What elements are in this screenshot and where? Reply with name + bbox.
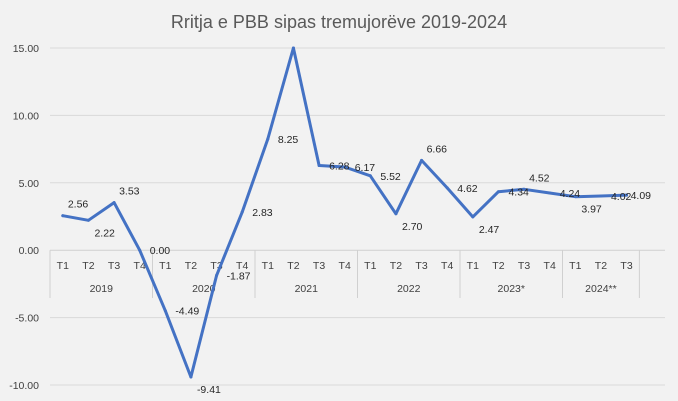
series-layer	[61, 46, 629, 379]
x-tick-label: T3	[313, 260, 325, 272]
data-point	[420, 158, 424, 162]
data-label: 4.34	[508, 187, 529, 199]
x-group-label: 2024**	[585, 283, 617, 295]
data-point	[163, 309, 167, 313]
x-tick-label: T3	[108, 260, 120, 272]
data-label: 6.66	[427, 143, 448, 155]
data-point	[215, 273, 219, 277]
data-label: 3.97	[581, 204, 602, 216]
x-tick-label: T4	[134, 260, 146, 272]
x-tick-label: T1	[262, 260, 274, 272]
data-label: -1.87	[227, 270, 251, 282]
data-label: 2.47	[479, 224, 500, 236]
data-label: 6.17	[355, 162, 376, 174]
y-tick-label: -10.00	[9, 380, 39, 392]
x-group-label: 2021	[295, 283, 319, 295]
data-point	[625, 193, 629, 197]
x-tick-label: T4	[441, 260, 453, 272]
x-tick-label: T4	[339, 260, 351, 272]
data-labels: 2.56 2.22 3.53 0.00 -4.49 -9.41 -1.87 2.83 8.25 6…	[68, 134, 651, 396]
data-point	[368, 174, 372, 178]
data-point	[138, 248, 142, 252]
x-tick-label: T3	[415, 260, 427, 272]
x-group-label: 2020	[192, 283, 216, 295]
x-tick-label: T1	[467, 260, 479, 272]
data-point	[240, 210, 244, 214]
x-tick-label: T1	[364, 260, 376, 272]
data-label: 0.00	[150, 245, 171, 257]
data-label: 5.52	[380, 171, 401, 183]
y-tick-label: 5.00	[19, 178, 40, 190]
data-label: 4.09	[631, 190, 652, 202]
x-tick-label: T1	[569, 260, 581, 272]
data-point	[112, 201, 116, 205]
x-tick-label: T2	[390, 260, 402, 272]
data-label: 4.52	[529, 172, 550, 184]
data-point	[291, 46, 295, 50]
x-tick-label: T2	[595, 260, 607, 272]
grid-layer: 15.00 10.00 5.00 0.00 -5.00 -10.00	[9, 43, 665, 392]
data-label: 4.24	[560, 188, 581, 200]
data-label: 3.53	[119, 186, 140, 198]
x-tick-label: T4	[544, 260, 556, 272]
x-group-label: 2023*	[498, 283, 525, 295]
data-point	[317, 164, 321, 168]
data-label: -4.49	[175, 306, 199, 318]
x-tick-label: T2	[185, 260, 197, 272]
data-point	[189, 375, 193, 379]
data-label: 4.62	[457, 183, 478, 195]
data-point	[394, 212, 398, 216]
x-tick-label: T2	[492, 260, 504, 272]
data-label: 2.56	[68, 199, 89, 211]
data-point	[522, 187, 526, 191]
data-point	[599, 194, 603, 198]
x-tick-label: T4	[236, 260, 248, 272]
data-point	[86, 218, 90, 222]
y-tick-label: 10.00	[13, 110, 39, 122]
x-group-label: 2022	[397, 283, 421, 295]
data-point	[266, 137, 270, 141]
data-label: 2.22	[94, 227, 115, 239]
chart-title: Rritja e PBB sipas tremujorëve 2019-2024	[171, 12, 507, 32]
data-point	[343, 165, 347, 169]
x-tick-label: T3	[518, 260, 530, 272]
data-label: 6.28	[329, 161, 350, 173]
data-point	[573, 195, 577, 199]
data-label: 8.25	[278, 134, 299, 146]
data-point	[61, 214, 65, 218]
y-tick-label: 15.00	[13, 43, 39, 55]
y-tick-label: -5.00	[15, 313, 39, 325]
data-point	[471, 215, 475, 219]
data-label: 2.83	[252, 207, 273, 219]
x-axis: T1 T2 T3 T4 2019 T1 T2 T3 T4 2020 T1 T2 T3 T4 2021 T1 T2…	[49, 250, 640, 298]
data-label: -9.41	[197, 384, 221, 396]
data-point	[548, 191, 552, 195]
data-point	[496, 190, 500, 194]
x-group-label: 2019	[90, 283, 114, 295]
y-tick-label: 0.00	[19, 245, 40, 257]
x-tick-label: T1	[57, 260, 69, 272]
data-label: 4.02	[611, 191, 632, 203]
x-tick-label: T2	[82, 260, 94, 272]
data-point	[445, 186, 449, 190]
x-tick-label: T3	[620, 260, 632, 272]
data-label: 2.70	[402, 221, 423, 233]
x-tick-label: T2	[287, 260, 299, 272]
series-line	[61, 46, 629, 379]
x-tick-label: T1	[159, 260, 171, 272]
